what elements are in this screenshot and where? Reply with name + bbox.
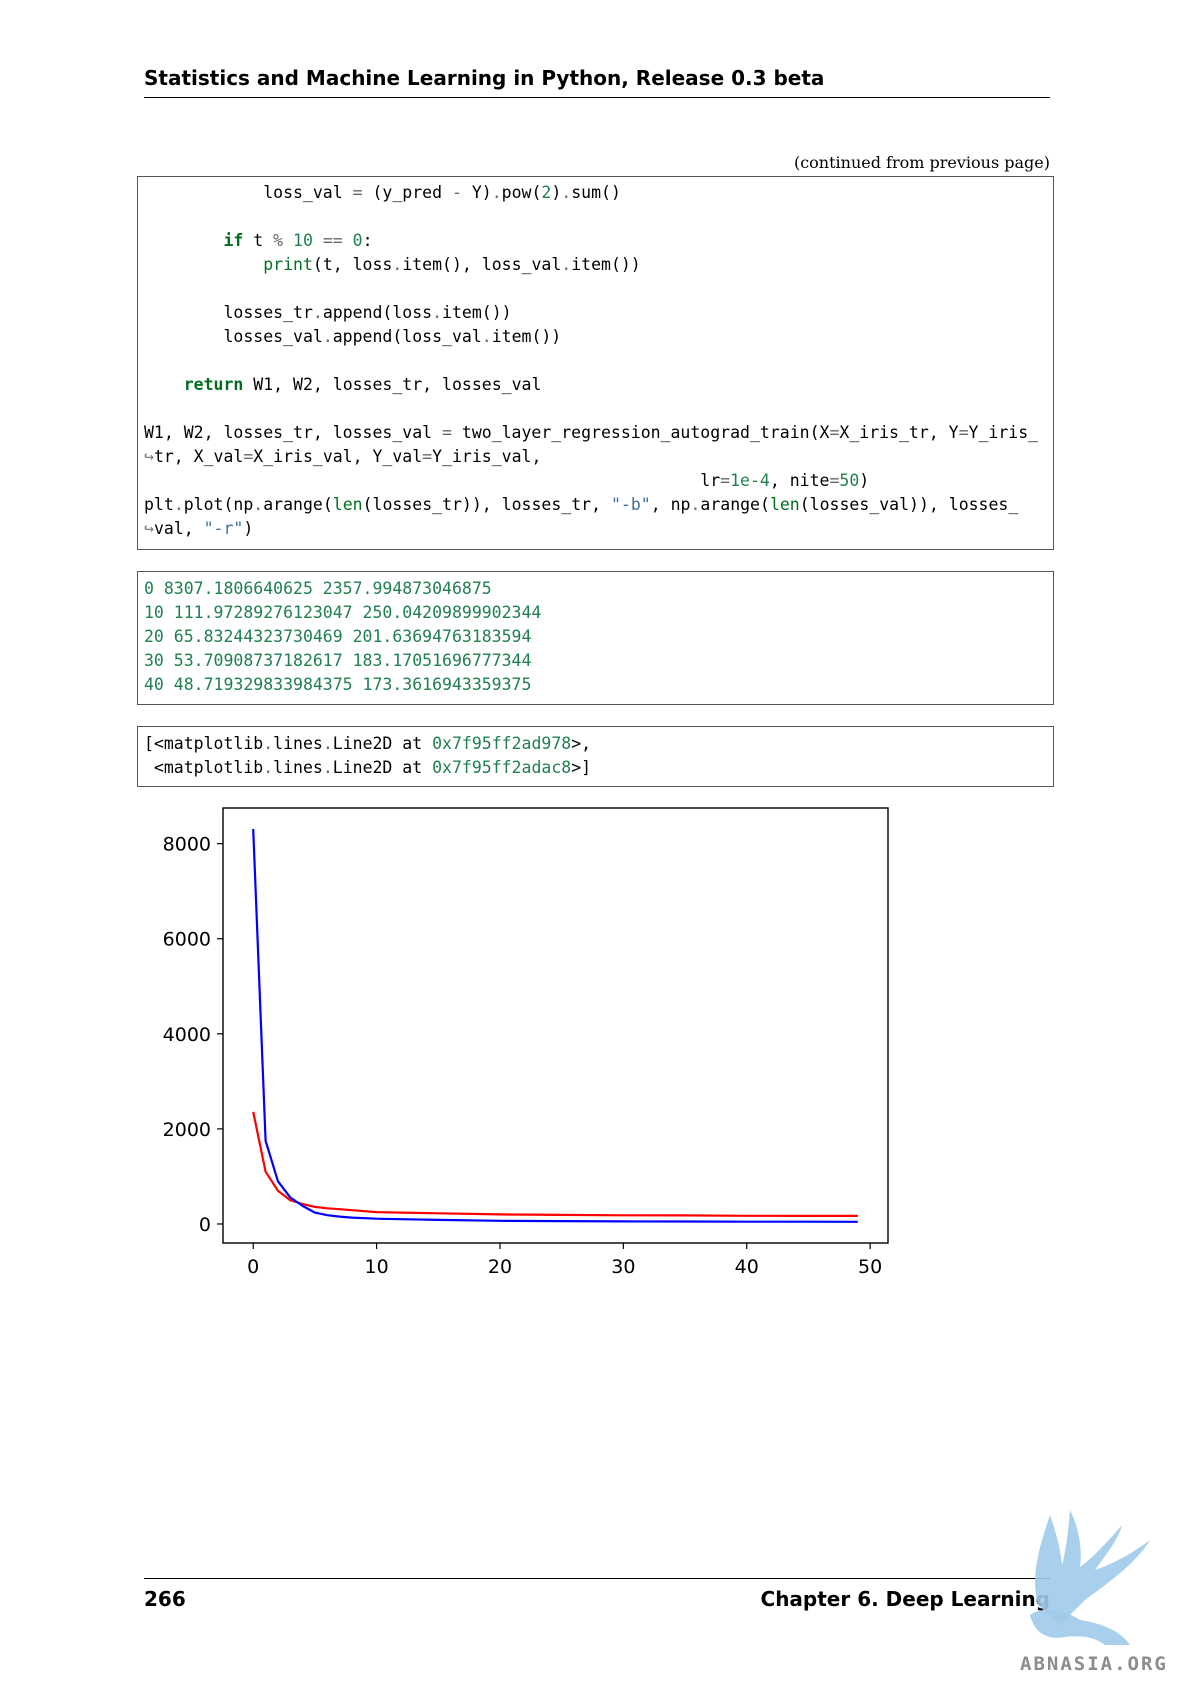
loss-chart-svg: 0 10 20 30 40 50 0 2000 4000 6000 8000 xyxy=(163,807,889,1278)
output-line: 10 111.97289276123047 250.04209899902344 xyxy=(144,603,542,622)
code-block: loss_val = (y_pred - Y).pow(2).sum() if … xyxy=(137,176,1054,550)
chapter-label: Chapter 6. Deep Learning xyxy=(760,1587,1050,1611)
continued-note: (continued from previous page) xyxy=(793,153,1050,172)
x-tick-label: 10 xyxy=(365,1256,389,1278)
output-line: 0 8307.1806640625 2357.994873046875 xyxy=(144,579,492,598)
x-tick-label: 0 xyxy=(247,1256,259,1278)
y-tick-label: 2000 xyxy=(163,1119,211,1141)
x-tick-label: 20 xyxy=(488,1256,512,1278)
watermark-text: ABNASIA.ORG xyxy=(1020,1653,1168,1675)
x-tick-label: 30 xyxy=(611,1256,635,1278)
griffin-logo-watermark xyxy=(1030,1510,1150,1645)
running-header-title: Statistics and Machine Learning in Pytho… xyxy=(144,66,825,90)
header-rule xyxy=(144,97,1050,98)
y-tick-label: 6000 xyxy=(163,929,211,951)
y-tick-label: 4000 xyxy=(163,1024,211,1046)
output-line: 30 53.70908737182617 183.17051696777344 xyxy=(144,651,532,670)
output-line: 40 48.719329833984375 173.3616943359375 xyxy=(144,675,532,694)
page-number: 266 xyxy=(144,1587,186,1611)
loss-chart: 0 10 20 30 40 50 0 2000 4000 6000 8000 xyxy=(140,805,920,1305)
output-line: 20 65.83244323730469 201.63694763183594 xyxy=(144,627,532,646)
x-tick-label: 50 xyxy=(858,1256,882,1278)
y-tick-label: 8000 xyxy=(163,834,211,856)
repr-block: [<matplotlib.lines.Line2D at 0x7f95ff2ad… xyxy=(137,726,1054,787)
series-line-blue xyxy=(252,829,858,1223)
x-tick-label: 40 xyxy=(735,1256,759,1278)
plot-frame xyxy=(222,807,889,1244)
y-tick-label: 0 xyxy=(199,1214,211,1236)
series-line-red xyxy=(252,1111,858,1217)
footer-rule xyxy=(144,1578,1050,1579)
output-block: 0 8307.1806640625 2357.994873046875 10 1… xyxy=(137,571,1054,705)
